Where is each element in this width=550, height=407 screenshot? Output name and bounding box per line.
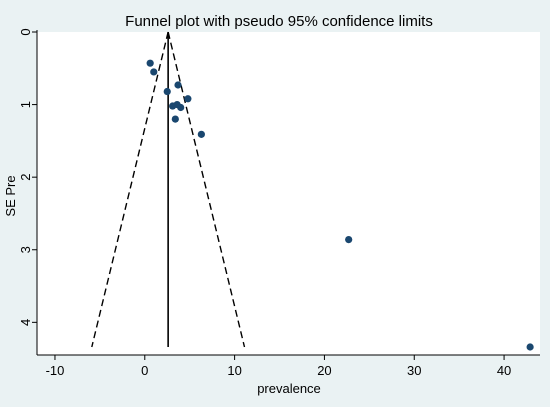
lower-confidence-limit <box>91 31 169 348</box>
x-tick-label: 30 <box>407 363 421 378</box>
y-tick-label: 3 <box>18 246 33 253</box>
y-axis-title: SE Pre <box>3 175 18 216</box>
x-tick-label: -10 <box>46 363 65 378</box>
chart-title: Funnel plot with pseudo 95% confidence l… <box>125 13 433 30</box>
data-point <box>146 59 154 67</box>
y-tick-label: 0 <box>18 28 33 35</box>
plot-area <box>37 32 540 355</box>
data-point <box>526 343 534 351</box>
axes: -10 0 10 20 30 40 0 1 2 3 4 <box>18 28 540 378</box>
data-point <box>150 68 158 76</box>
data-point <box>197 130 205 138</box>
data-point <box>345 235 353 244</box>
x-tick-label: 40 <box>497 363 511 378</box>
chart-marks <box>91 31 534 351</box>
x-tick-label: 20 <box>317 363 331 378</box>
data-point <box>184 95 192 103</box>
data-point <box>177 103 185 112</box>
y-tick-label: 4 <box>18 319 33 326</box>
x-axis-title: prevalence <box>257 381 321 396</box>
data-point <box>163 87 171 96</box>
x-tick-label: 10 <box>227 363 241 378</box>
y-tick-label: 2 <box>18 174 33 181</box>
x-tick-label: 0 <box>141 363 148 378</box>
y-tick-label: 1 <box>18 101 33 108</box>
data-point <box>171 115 179 123</box>
data-point <box>174 81 182 89</box>
upper-confidence-limit <box>167 31 246 348</box>
